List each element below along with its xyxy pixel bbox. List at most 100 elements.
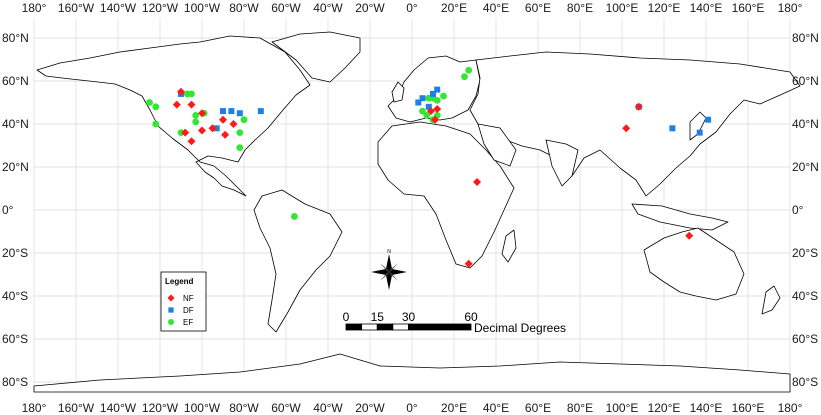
site-marker-df: [236, 110, 243, 117]
site-marker-df: [213, 125, 220, 132]
north-america: [36, 35, 311, 197]
lat-tick-label: 20°S: [792, 246, 818, 260]
lon-tick-label: 60°W: [271, 1, 301, 15]
lat-tick-label: 80°N: [792, 31, 819, 45]
site-marker-nf: [464, 259, 473, 268]
lon-tick-label: 160°E: [732, 1, 765, 15]
lat-tick-label: 40°S: [792, 289, 818, 303]
legend-symbol-ef: [168, 319, 174, 325]
site-marker-ef: [183, 90, 191, 98]
site-marker-ef: [152, 103, 160, 111]
lat-tick-label: 80°S: [2, 375, 28, 389]
lon-tick-label: 140°E: [690, 401, 723, 415]
site-marker-ef: [177, 129, 185, 137]
indian-subcontinent: [545, 139, 579, 187]
africa: [377, 121, 515, 269]
greenland: [271, 31, 361, 83]
site-marker-nf: [198, 126, 206, 135]
site-marker-nf: [622, 124, 631, 133]
site-marker-df: [669, 125, 676, 132]
scale-unit-label: Decimal Degrees: [474, 321, 566, 335]
madagascar: [501, 229, 517, 263]
site-marker-ef: [461, 73, 468, 81]
antarctica: [33, 353, 791, 393]
legend: Legend NF DF EF: [160, 271, 207, 332]
site-marker-nf: [172, 100, 181, 109]
scale-segment: [392, 323, 409, 331]
site-marker-df: [430, 90, 436, 97]
site-marker-df: [415, 99, 422, 106]
sites-layer: [146, 66, 712, 268]
site-marker-ef: [236, 129, 244, 137]
scale-segment: [408, 323, 472, 331]
lon-tick-label: 120°E: [648, 1, 681, 15]
australia: [643, 227, 745, 301]
lon-tick-label: 100°W: [184, 1, 221, 15]
lon-tick-label: 80°W: [229, 1, 259, 15]
site-marker-ef: [440, 92, 447, 100]
lon-tick-label: 60°W: [271, 401, 301, 415]
site-marker-df: [434, 86, 441, 93]
lat-tick-label: 40°N: [2, 117, 29, 131]
site-marker-nf: [473, 178, 482, 187]
site-marker-nf: [219, 115, 227, 124]
lon-tick-label: 120°W: [142, 1, 179, 15]
site-marker-nf: [221, 130, 230, 139]
lon-tick-label: 40°E: [483, 1, 509, 15]
lon-tick-label: 80°E: [567, 401, 593, 415]
site-marker-nf: [426, 107, 435, 116]
scale-segment: [376, 323, 394, 331]
legend-symbol-nf: [167, 294, 175, 302]
site-marker-df: [419, 95, 426, 102]
arabian-peninsula: [477, 123, 517, 167]
site-marker-ef: [146, 99, 153, 106]
site-marker-df: [220, 108, 226, 115]
lon-tick-label: 0°: [406, 1, 418, 15]
lon-tick-label: 20°E: [441, 1, 467, 15]
lon-tick-label: 140°W: [100, 1, 137, 15]
lat-tick-label: 80°N: [2, 31, 29, 45]
south-america: [253, 189, 343, 333]
lon-tick-label: 120°W: [142, 401, 179, 415]
site-marker-nf: [187, 137, 196, 146]
land-masses: [33, 31, 801, 393]
legend-label-df: DF: [183, 306, 194, 315]
lon-tick-label: 40°W: [313, 401, 343, 415]
site-marker-nf: [177, 87, 185, 96]
scale-tick-label: 60: [464, 310, 478, 324]
lon-tick-label: 160°E: [732, 401, 765, 415]
lon-tick-label: 100°E: [606, 401, 639, 415]
site-marker-df: [257, 108, 264, 115]
scale-segment: [345, 323, 363, 331]
compass-north-label: N: [387, 249, 391, 255]
lat-tick-label: 0°: [2, 203, 14, 217]
lon-tick-label: 60°E: [525, 401, 551, 415]
new-zealand: [761, 285, 781, 315]
lat-tick-label: 20°S: [2, 246, 28, 260]
scale-segment: [361, 323, 378, 331]
lon-tick-label: 160°W: [58, 1, 95, 15]
lon-tick-label: 20°W: [355, 1, 385, 15]
site-marker-nf: [187, 100, 196, 109]
site-marker-ef: [192, 112, 200, 119]
site-marker-nf: [198, 109, 206, 118]
north-arrow-icon: N: [371, 249, 407, 290]
legend-title: Legend: [165, 277, 194, 286]
japan: [689, 111, 707, 141]
site-marker-nf: [181, 128, 190, 137]
lat-tick-label: 60°S: [792, 332, 818, 346]
site-marker-nf: [431, 115, 440, 124]
legend-symbol-df: [168, 307, 174, 313]
scale-tick-label: 30: [402, 310, 416, 324]
lon-tick-label: 60°E: [525, 1, 551, 15]
site-marker-df: [425, 103, 432, 110]
site-marker-ef: [192, 118, 200, 126]
site-marker-ef: [419, 107, 426, 115]
lat-tick-label: 40°S: [2, 289, 28, 303]
lon-tick-label: 20°W: [355, 401, 385, 415]
lat-tick-label: 20°N: [2, 160, 29, 174]
site-marker-nf: [229, 120, 238, 128]
lon-tick-label: 100°W: [184, 401, 221, 415]
